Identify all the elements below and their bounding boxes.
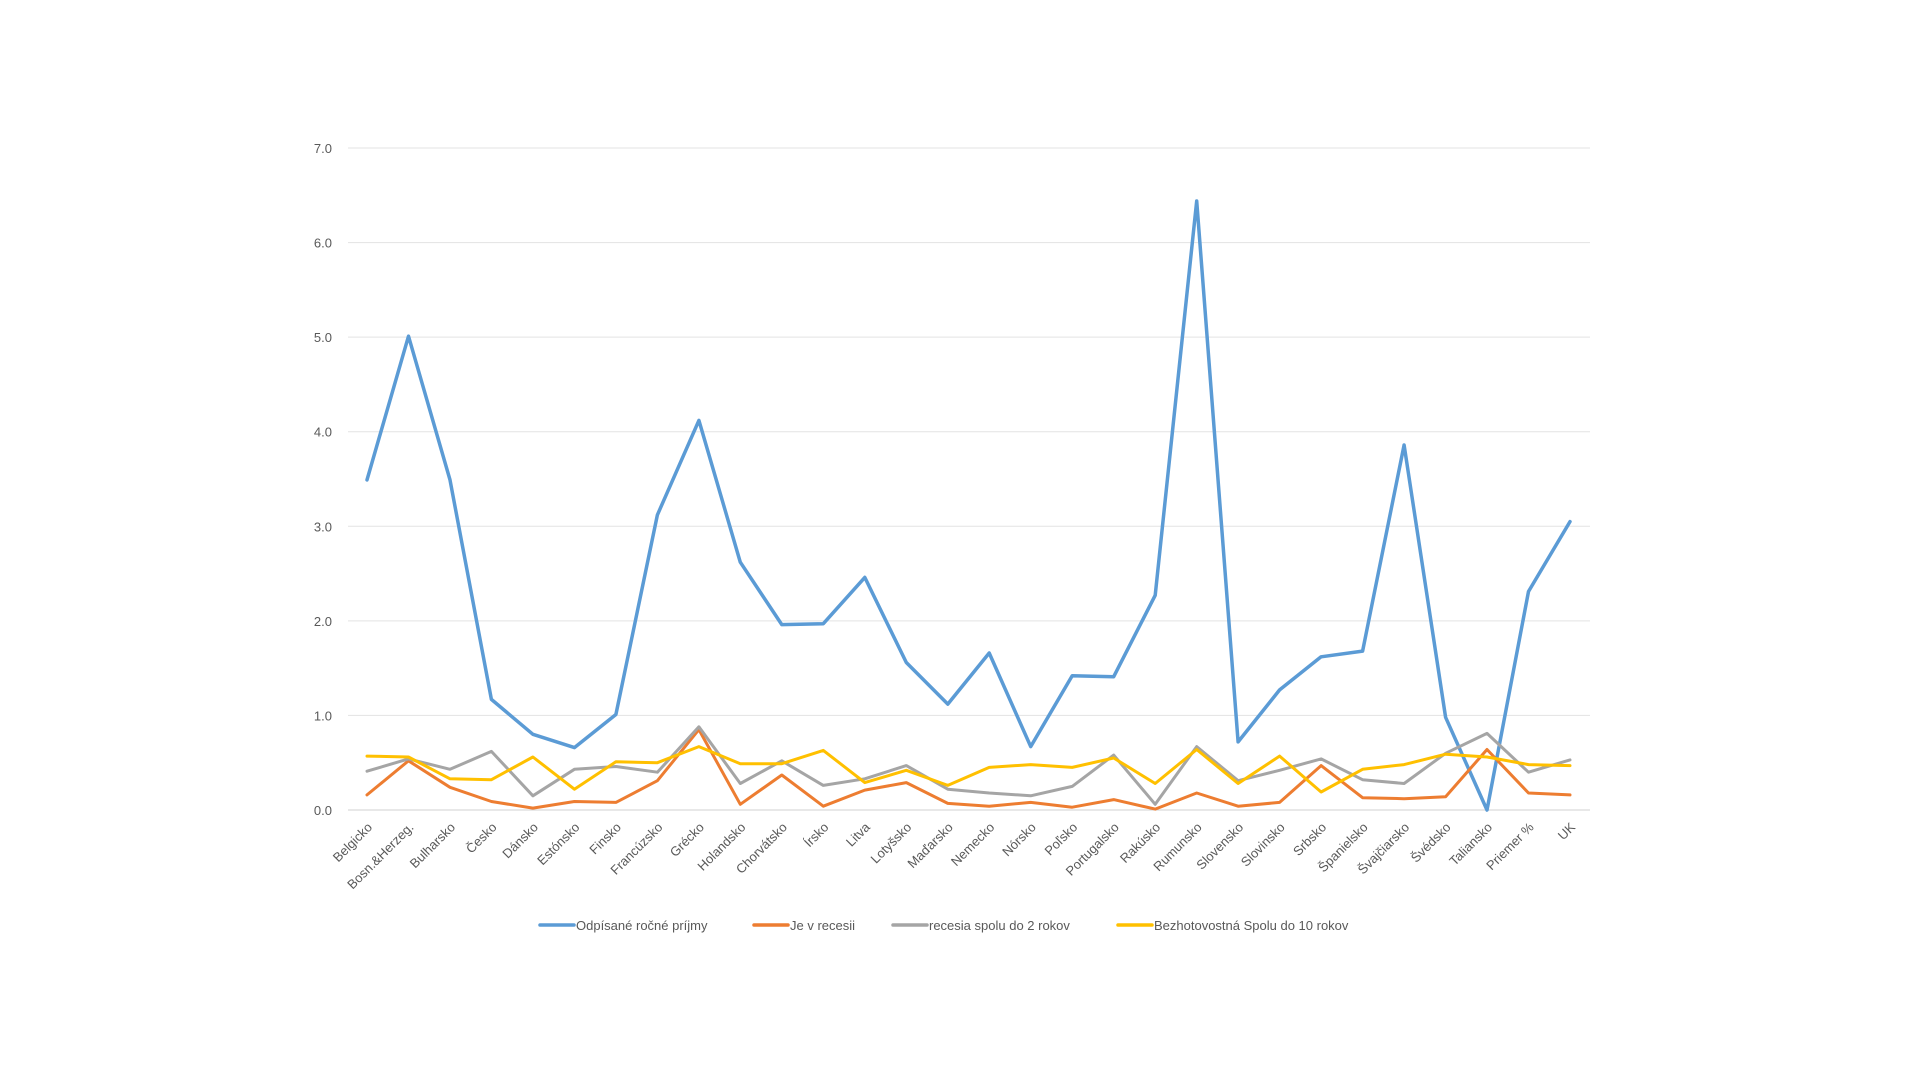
- x-tick-label: Írsko: [801, 820, 832, 851]
- y-tick-label: 7.0: [314, 141, 332, 156]
- legend-label-3: Bezhotovostná Spolu do 10 rokov: [1154, 918, 1349, 933]
- x-tick-label: Nórsko: [999, 820, 1039, 860]
- x-tick-label: Grécko: [667, 820, 707, 860]
- x-tick-label: Poľsko: [1041, 820, 1080, 859]
- series-line-2: [365, 725, 1572, 806]
- series-line-3: [365, 745, 1572, 794]
- y-tick-label: 3.0: [314, 519, 332, 534]
- y-axis-ticks: 0.0 1.0 2.0 3.0 4.0 5.0 6.0 7.0: [314, 141, 332, 818]
- gridlines: [348, 147, 1590, 811]
- series-line-1: [365, 728, 1572, 811]
- series-line-0: [365, 199, 1572, 812]
- x-tick-label: Nemecko: [948, 820, 997, 869]
- y-tick-label: 1.0: [314, 708, 332, 723]
- series-lines: [365, 199, 1572, 812]
- y-tick-label: 2.0: [314, 614, 332, 629]
- legend: Odpísané ročné príjmy Je v recesii recesia…: [538, 918, 1349, 933]
- y-tick-label: 0.0: [314, 803, 332, 818]
- y-tick-label: 5.0: [314, 330, 332, 345]
- x-tick-label: Česko: [463, 820, 500, 857]
- x-tick-label: Estónsko: [534, 820, 582, 868]
- x-tick-label: Bulharsko: [407, 820, 458, 871]
- legend-label-0: Odpísané ročné príjmy: [576, 918, 708, 933]
- x-tick-label: Dánsko: [499, 820, 541, 862]
- x-tick-label: Litva: [843, 819, 874, 850]
- y-tick-label: 6.0: [314, 236, 332, 251]
- x-tick-label: UK: [1555, 819, 1579, 843]
- legend-label-2: recesia spolu do 2 rokov: [929, 918, 1070, 933]
- y-tick-label: 4.0: [314, 425, 332, 440]
- x-tick-label: Slovinsko: [1238, 820, 1288, 870]
- x-tick-label: Srbsko: [1290, 820, 1329, 859]
- x-tick-label: Maďarsko: [904, 820, 956, 872]
- x-tick-label: Finsko: [586, 820, 624, 858]
- legend-label-1: Je v recesii: [790, 918, 855, 933]
